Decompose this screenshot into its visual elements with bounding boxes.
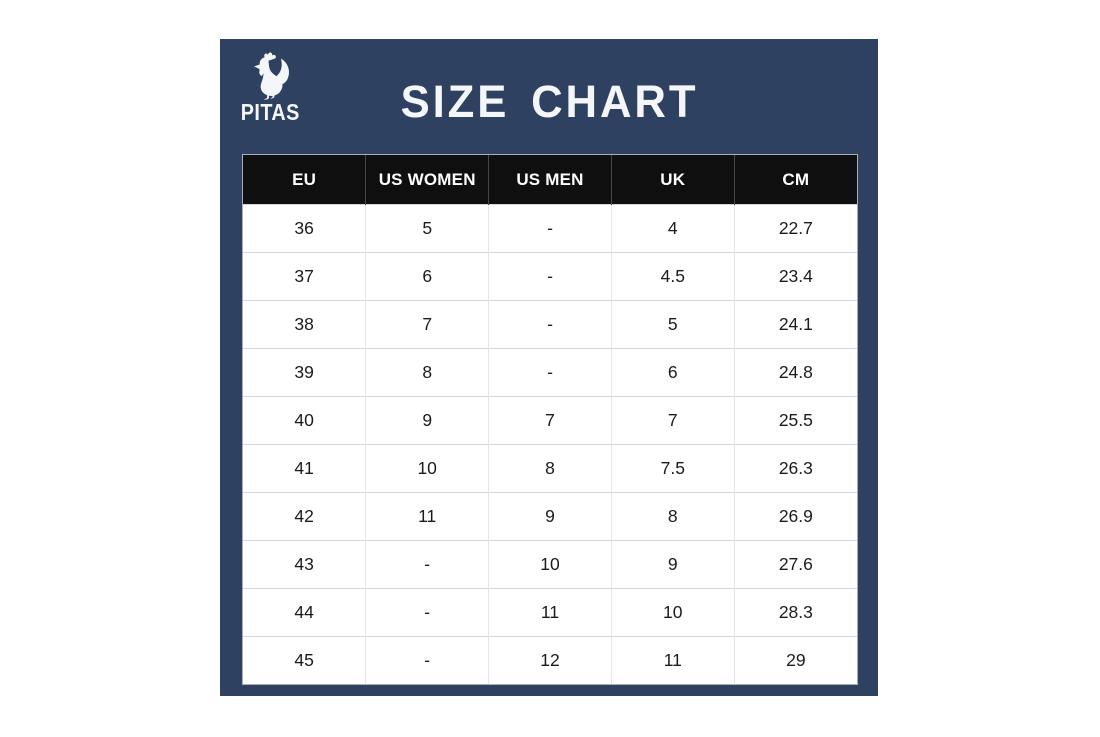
table-cell: 7 xyxy=(610,396,735,445)
table-row: 37 6-4.5 23.4 xyxy=(243,252,857,301)
table-cell: - xyxy=(488,300,612,349)
table-cell: 11 xyxy=(488,588,612,637)
panel-header: PITAS SIZE CHART xyxy=(220,39,878,154)
column-header: US WOMEN xyxy=(365,155,489,205)
table-cell: 11 xyxy=(610,636,735,684)
table-row: 40 9 7 7 25.5 xyxy=(243,396,857,445)
table-cell: 22.7 xyxy=(733,203,857,253)
table-cell: 41 xyxy=(243,444,366,493)
table-cell: 24.1 xyxy=(733,300,857,349)
table-cell: 7.5 xyxy=(610,444,735,493)
table-cell: - xyxy=(488,203,612,253)
header-row: EU US WOMEN US MEN UK CM xyxy=(243,155,857,205)
rooster-icon xyxy=(248,52,292,100)
brand-logo: PITAS xyxy=(232,52,308,124)
table-cell: 42 xyxy=(243,492,366,541)
table-cell: 23.4 xyxy=(733,252,857,301)
table-cell: - xyxy=(365,540,489,589)
size-chart-panel: PITAS SIZE CHART EU US WOMEN US MEN UK CM 36 5… xyxy=(220,39,878,696)
table-cell: 36 xyxy=(243,203,366,253)
table-cell: 26.3 xyxy=(733,444,857,493)
table-row: 39 8-6 24.8 xyxy=(243,348,857,397)
table-cell: 43 xyxy=(243,540,366,589)
column-header: US MEN xyxy=(488,155,612,205)
table-cell: 7 xyxy=(488,396,612,445)
table-cell: 10 xyxy=(365,444,489,493)
table-cell: 24.8 xyxy=(733,348,857,397)
size-table-container: EU US WOMEN US MEN UK CM 36 5-4 22.7 37 6-4.5 23.4… xyxy=(242,154,858,685)
table-cell: - xyxy=(488,252,612,301)
table-row: 38 7-5 24.1 xyxy=(243,300,857,349)
table-cell: - xyxy=(365,636,489,684)
table-cell: 5 xyxy=(365,203,489,253)
table-cell: 10 xyxy=(488,540,612,589)
table-cell: 29 xyxy=(733,636,857,684)
table-cell: 6 xyxy=(365,252,489,301)
table-cell: 4.5 xyxy=(610,252,735,301)
table-row: 41 10 8 7.5 26.3 xyxy=(243,444,857,493)
page-title: SIZE CHART xyxy=(400,76,698,127)
table-row: 42 11 9 8 26.9 xyxy=(243,492,857,541)
table-row: 43-10 9 27.6 xyxy=(243,540,857,589)
table-cell: 45 xyxy=(243,636,366,684)
column-header: CM xyxy=(733,155,857,205)
table-cell: 5 xyxy=(610,300,735,349)
table-cell: - xyxy=(365,588,489,637)
table-cell: 7 xyxy=(365,300,489,349)
table-cell: 4 xyxy=(610,203,735,253)
table-cell: 9 xyxy=(365,396,489,445)
table-cell: 37 xyxy=(243,252,366,301)
table-cell: 40 xyxy=(243,396,366,445)
table-row: 36 5-4 22.7 xyxy=(243,203,857,253)
table-cell: 26.9 xyxy=(733,492,857,541)
table-row: 44-11 10 28.3 xyxy=(243,588,857,637)
table-cell: 9 xyxy=(488,492,612,541)
table-cell: 8 xyxy=(488,444,612,493)
table-cell: 8 xyxy=(610,492,735,541)
table-cell: 12 xyxy=(488,636,612,684)
column-header: EU xyxy=(243,155,366,205)
table-cell: 10 xyxy=(610,588,735,637)
table-cell: 44 xyxy=(243,588,366,637)
brand-name: PITAS xyxy=(240,99,300,125)
table-cell: 39 xyxy=(243,348,366,397)
table-cell: 27.6 xyxy=(733,540,857,589)
size-table: EU US WOMEN US MEN UK CM 36 5-4 22.7 37 6-4.5 23.4… xyxy=(243,155,857,684)
table-cell: 28.3 xyxy=(733,588,857,637)
table-cell: 11 xyxy=(365,492,489,541)
table-cell: 38 xyxy=(243,300,366,349)
column-header: UK xyxy=(610,155,735,205)
table-cell: 9 xyxy=(610,540,735,589)
table-cell: 8 xyxy=(365,348,489,397)
table-cell: 25.5 xyxy=(733,396,857,445)
table-cell: 6 xyxy=(610,348,735,397)
table-row: 45-12 11 29 xyxy=(243,636,857,684)
table-cell: - xyxy=(488,348,612,397)
